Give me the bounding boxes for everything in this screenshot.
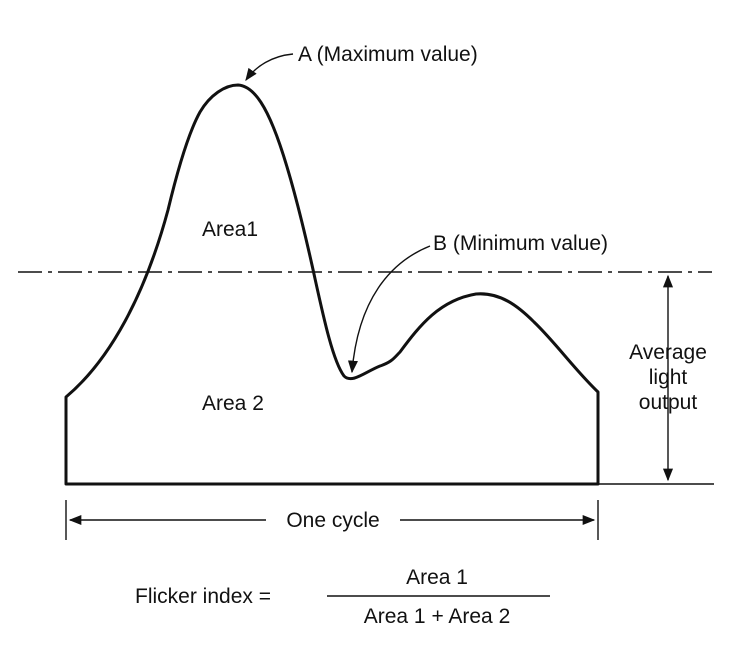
average-label-line-1: Average xyxy=(629,341,707,364)
min-pointer-arrow xyxy=(347,245,431,374)
formula-lhs: Flicker index = xyxy=(135,585,271,608)
max-pointer-arrow xyxy=(245,53,294,82)
average-label-line-3: output xyxy=(639,391,698,414)
max-value-label: A (Maximum value) xyxy=(298,43,478,66)
formula-denominator: Area 1 + Area 2 xyxy=(364,605,511,628)
waveform-curve xyxy=(64,83,600,486)
formula-numerator: Area 1 xyxy=(406,566,468,589)
min-value-label: B (Minimum value) xyxy=(433,232,608,255)
area-1-label: Area1 xyxy=(202,218,258,241)
average-label-line-2: light xyxy=(649,366,688,389)
area-2-label: Area 2 xyxy=(202,392,264,415)
one-cycle-label: One cycle xyxy=(286,509,379,532)
